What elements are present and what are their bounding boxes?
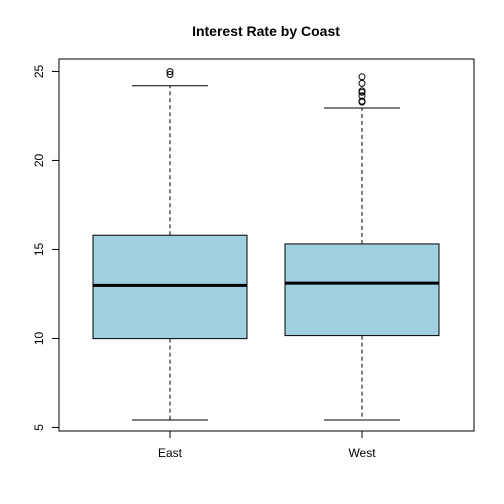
outlier-point [166, 70, 174, 78]
y-axis: 5 10 15 20 25 [32, 64, 60, 431]
outlier-point [358, 79, 366, 87]
x-tick-label: East [158, 446, 183, 460]
x-tick-label: West [348, 446, 376, 460]
iqr-box [284, 243, 440, 337]
chart-title: Interest Rate by Coast [192, 23, 340, 39]
y-tick-label: 20 [32, 153, 46, 167]
x-axis: East West [158, 430, 376, 460]
boxes-layer [92, 68, 440, 421]
outlier-point [358, 97, 366, 105]
y-tick-label: 10 [32, 331, 46, 345]
y-tick-label: 15 [32, 242, 46, 256]
outlier-point [358, 87, 366, 95]
iqr-box [92, 234, 248, 340]
box-group-east [92, 68, 248, 421]
outlier-point [166, 68, 174, 76]
box-group-west [284, 73, 440, 421]
y-tick-label: 5 [32, 424, 46, 431]
y-tick-label: 25 [32, 64, 46, 78]
outlier-point [358, 73, 366, 81]
outlier-point [358, 92, 366, 100]
